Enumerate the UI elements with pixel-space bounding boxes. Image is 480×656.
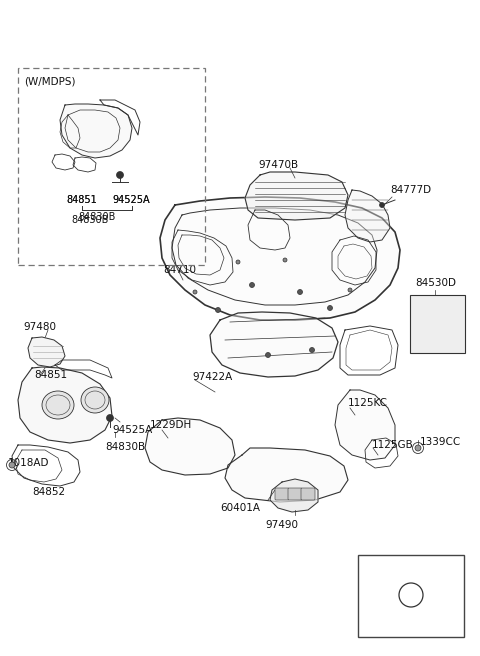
Text: 84830B: 84830B bbox=[105, 442, 145, 452]
Polygon shape bbox=[335, 390, 395, 460]
Circle shape bbox=[9, 462, 15, 468]
Circle shape bbox=[415, 445, 421, 451]
Circle shape bbox=[193, 290, 197, 294]
Circle shape bbox=[107, 415, 113, 422]
Circle shape bbox=[283, 258, 287, 262]
Ellipse shape bbox=[81, 387, 109, 413]
Text: 1125GB: 1125GB bbox=[372, 440, 414, 450]
Polygon shape bbox=[270, 479, 318, 512]
Bar bbox=[410, 295, 465, 353]
Ellipse shape bbox=[42, 391, 74, 419]
Text: 97422A: 97422A bbox=[192, 372, 232, 382]
Circle shape bbox=[380, 203, 384, 207]
Polygon shape bbox=[160, 197, 400, 320]
Circle shape bbox=[236, 260, 240, 264]
Polygon shape bbox=[145, 418, 235, 475]
Circle shape bbox=[250, 283, 254, 287]
Text: 94525A: 94525A bbox=[112, 195, 150, 205]
Text: 84830B: 84830B bbox=[78, 212, 116, 222]
Text: 1125KC: 1125KC bbox=[348, 398, 388, 408]
Polygon shape bbox=[245, 172, 348, 220]
Text: 84777D: 84777D bbox=[390, 185, 431, 195]
Circle shape bbox=[327, 306, 333, 310]
Text: 1018AC: 1018AC bbox=[391, 564, 432, 574]
Text: (W/MDPS): (W/MDPS) bbox=[24, 77, 75, 87]
Text: 97470B: 97470B bbox=[258, 160, 298, 170]
Text: 1018AD: 1018AD bbox=[8, 458, 49, 468]
Bar bbox=[358, 555, 464, 637]
FancyBboxPatch shape bbox=[301, 488, 315, 500]
FancyBboxPatch shape bbox=[288, 488, 302, 500]
Circle shape bbox=[265, 352, 271, 358]
Text: 1339CC: 1339CC bbox=[420, 437, 461, 447]
Circle shape bbox=[348, 288, 352, 292]
FancyBboxPatch shape bbox=[275, 488, 289, 500]
Text: 84710: 84710 bbox=[163, 265, 196, 275]
Text: 84851: 84851 bbox=[66, 195, 97, 205]
Text: 94525A: 94525A bbox=[112, 195, 150, 205]
Polygon shape bbox=[28, 337, 65, 367]
Polygon shape bbox=[345, 190, 390, 242]
Polygon shape bbox=[18, 367, 112, 443]
Polygon shape bbox=[210, 312, 338, 377]
Bar bbox=[18, 68, 205, 265]
Text: 97490: 97490 bbox=[265, 520, 299, 530]
Text: 84852: 84852 bbox=[32, 487, 65, 497]
Text: 97480: 97480 bbox=[24, 322, 57, 332]
Circle shape bbox=[117, 171, 123, 178]
Polygon shape bbox=[225, 448, 348, 502]
Text: 84851: 84851 bbox=[66, 195, 97, 205]
Text: 84530D: 84530D bbox=[415, 278, 456, 288]
Text: 84830B: 84830B bbox=[72, 215, 108, 225]
Text: 84851: 84851 bbox=[34, 370, 67, 380]
Circle shape bbox=[310, 348, 314, 352]
Text: 94525A: 94525A bbox=[112, 425, 152, 435]
Polygon shape bbox=[60, 104, 132, 158]
Circle shape bbox=[298, 289, 302, 295]
Text: 1229DH: 1229DH bbox=[150, 420, 192, 430]
Circle shape bbox=[216, 308, 220, 312]
Text: 60401A: 60401A bbox=[220, 503, 260, 513]
